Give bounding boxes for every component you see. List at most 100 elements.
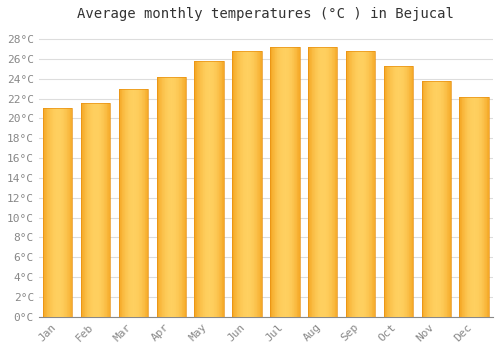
Bar <box>260 51 261 317</box>
Bar <box>321 47 322 317</box>
Bar <box>270 47 300 317</box>
Bar <box>249 51 250 317</box>
Bar <box>92 104 94 317</box>
Bar <box>284 47 285 317</box>
Bar <box>121 89 122 317</box>
Bar <box>261 51 262 317</box>
Bar <box>423 80 424 317</box>
Bar <box>346 51 376 317</box>
Bar <box>384 66 385 317</box>
Bar <box>273 47 274 317</box>
Bar <box>373 51 374 317</box>
Bar <box>66 108 68 317</box>
Bar <box>274 47 276 317</box>
Bar <box>438 80 439 317</box>
Bar <box>142 89 143 317</box>
Bar <box>50 108 51 317</box>
Bar <box>246 51 247 317</box>
Bar <box>128 89 129 317</box>
Bar <box>346 51 348 317</box>
Bar <box>207 61 208 317</box>
Bar <box>239 51 240 317</box>
Bar <box>143 89 144 317</box>
Bar <box>44 108 45 317</box>
Bar <box>400 66 402 317</box>
Bar <box>195 61 196 317</box>
Bar <box>325 47 326 317</box>
Bar <box>425 80 426 317</box>
Bar <box>173 77 174 317</box>
Bar <box>104 104 105 317</box>
Bar <box>140 89 141 317</box>
Bar <box>483 97 484 317</box>
Bar <box>392 66 394 317</box>
Bar <box>94 104 95 317</box>
Bar <box>354 51 356 317</box>
Bar <box>123 89 124 317</box>
Bar <box>486 97 488 317</box>
Bar <box>348 51 349 317</box>
Bar <box>292 47 293 317</box>
Bar <box>279 47 280 317</box>
Bar <box>399 66 400 317</box>
Bar <box>235 51 236 317</box>
Bar <box>184 77 186 317</box>
Bar <box>287 47 288 317</box>
Bar <box>366 51 367 317</box>
Bar <box>57 108 58 317</box>
Bar <box>58 108 59 317</box>
Bar <box>368 51 370 317</box>
Bar <box>69 108 70 317</box>
Bar <box>350 51 351 317</box>
Bar <box>82 104 83 317</box>
Bar <box>482 97 483 317</box>
Bar <box>55 108 56 317</box>
Bar <box>363 51 364 317</box>
Bar <box>324 47 325 317</box>
Bar <box>182 77 183 317</box>
Bar <box>164 77 166 317</box>
Bar <box>449 80 450 317</box>
Bar <box>409 66 410 317</box>
Bar <box>352 51 353 317</box>
Bar <box>446 80 448 317</box>
Bar <box>371 51 372 317</box>
Bar <box>65 108 66 317</box>
Bar <box>317 47 318 317</box>
Bar <box>422 80 451 317</box>
Bar <box>181 77 182 317</box>
Bar <box>333 47 334 317</box>
Bar <box>108 104 109 317</box>
Bar <box>370 51 371 317</box>
Bar <box>405 66 406 317</box>
Bar <box>293 47 294 317</box>
Bar <box>299 47 300 317</box>
Bar <box>244 51 245 317</box>
Bar <box>448 80 449 317</box>
Bar <box>474 97 475 317</box>
Bar <box>464 97 466 317</box>
Bar <box>166 77 167 317</box>
Title: Average monthly temperatures (°C ) in Bejucal: Average monthly temperatures (°C ) in Be… <box>78 7 454 21</box>
Bar <box>322 47 324 317</box>
Bar <box>360 51 362 317</box>
Bar <box>336 47 338 317</box>
Bar <box>462 97 463 317</box>
Bar <box>477 97 478 317</box>
Bar <box>255 51 256 317</box>
Bar <box>135 89 136 317</box>
Bar <box>385 66 386 317</box>
Bar <box>168 77 169 317</box>
Bar <box>109 104 110 317</box>
Bar <box>372 51 373 317</box>
Bar <box>286 47 287 317</box>
Bar <box>430 80 431 317</box>
Bar <box>331 47 332 317</box>
Bar <box>138 89 140 317</box>
Bar <box>365 51 366 317</box>
Bar <box>167 77 168 317</box>
Bar <box>445 80 446 317</box>
Bar <box>56 108 57 317</box>
Bar <box>98 104 100 317</box>
Bar <box>428 80 429 317</box>
